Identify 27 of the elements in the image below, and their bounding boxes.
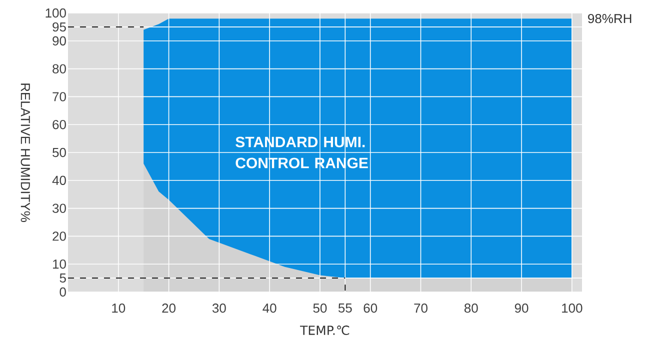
y-tick-label: 5 [60,274,66,283]
y-axis-title: RELATIVE HUMIDITY% [20,84,30,222]
y-tick-label: 0 [60,287,66,297]
x-tick-label: 70 [414,304,428,313]
x-axis-title: TEMP.℃ [300,326,350,336]
y-tick-label: 40 [52,176,66,185]
y-tick-label: 30 [52,204,66,213]
annotation: 98%RH [588,14,632,24]
x-tick-label: 80 [464,304,478,313]
x-tick-label: 90 [514,304,528,313]
x-tick-label: 30 [212,304,226,313]
x-tick-label: 50 [313,304,327,313]
y-tick-label: 90 [52,36,66,46]
y-tick-label: 100 [46,8,66,18]
y-tick-label: 20 [52,232,66,241]
x-tick-label: 100 [562,304,582,313]
y-tick-label: 10 [53,259,66,269]
y-tick-label: 70 [52,92,66,102]
y-tick-label: 95 [52,22,66,32]
y-tick-label: 60 [52,120,66,130]
x-tick-label: 40 [262,304,276,313]
x-tick-label: 60 [364,304,378,313]
x-tick-label: 20 [162,304,176,313]
y-tick-label: 80 [52,64,66,74]
y-tick-label: 50 [52,148,66,158]
x-tick-label: 55 [338,304,352,313]
x-tick-label: 10 [112,304,126,313]
